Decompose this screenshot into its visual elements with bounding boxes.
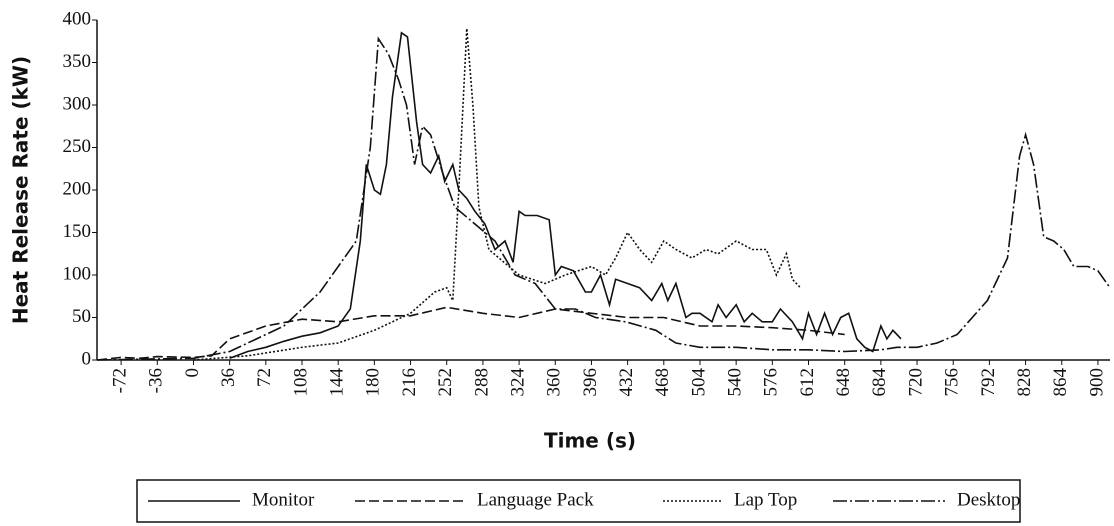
x-tick-label: 396 [580, 368, 601, 397]
x-tick-label: 216 [399, 368, 420, 397]
x-tick-label: 36 [218, 368, 239, 387]
series-line [96, 36, 1111, 361]
y-tick-label: 400 [63, 8, 92, 29]
y-tick-label: 50 [72, 306, 91, 327]
series-line [96, 306, 845, 361]
series-line [229, 31, 902, 360]
x-tick-label: 288 [471, 368, 492, 397]
x-tick-label: 792 [978, 368, 999, 397]
y-tick-label: 200 [63, 178, 92, 199]
legend-label: Desktop [957, 489, 1020, 510]
x-tick-label: 648 [833, 368, 854, 397]
x-tick-label: 900 [1086, 368, 1107, 397]
x-tick-label: 180 [363, 368, 384, 397]
y-tick-label: 0 [82, 348, 92, 369]
x-tick-label: 324 [507, 368, 528, 397]
x-tick-label: 540 [725, 368, 746, 397]
x-tick-label: 360 [544, 368, 565, 397]
x-tick-label: 468 [652, 368, 673, 397]
y-tick-label: 300 [63, 93, 92, 114]
x-tick-label: 828 [1014, 368, 1035, 397]
x-tick-label: -36 [146, 368, 167, 393]
x-tick-label: -72 [109, 368, 130, 393]
x-tick-label: 108 [290, 368, 311, 397]
legend-label: Lap Top [734, 489, 797, 510]
x-tick-label: 720 [905, 368, 926, 397]
x-tick-label: 432 [616, 368, 637, 397]
x-tick-label: 504 [688, 368, 709, 397]
x-tick-label: 252 [435, 368, 456, 397]
x-tick-label: 0 [182, 368, 203, 378]
y-axis-title: Heat Release Rate (kW) [9, 56, 33, 324]
x-tick-label: 756 [942, 368, 963, 397]
y-tick-label: 350 [63, 51, 92, 72]
x-tick-label: 864 [1050, 368, 1071, 397]
y-tick-label: 150 [63, 221, 92, 242]
x-tick-label: 144 [327, 368, 348, 397]
x-tick-label: 576 [761, 368, 782, 397]
x-tick-label: 72 [254, 368, 275, 387]
legend-label: Monitor [252, 489, 315, 510]
y-tick-label: 250 [63, 136, 92, 157]
x-axis-title: Time (s) [544, 429, 636, 453]
legend-box [136, 479, 1021, 523]
x-tick-label: 612 [797, 368, 818, 397]
legend-label: Language Pack [477, 489, 594, 510]
x-tick-label: 684 [869, 368, 890, 397]
series-line [193, 28, 802, 361]
y-tick-label: 100 [63, 263, 92, 284]
